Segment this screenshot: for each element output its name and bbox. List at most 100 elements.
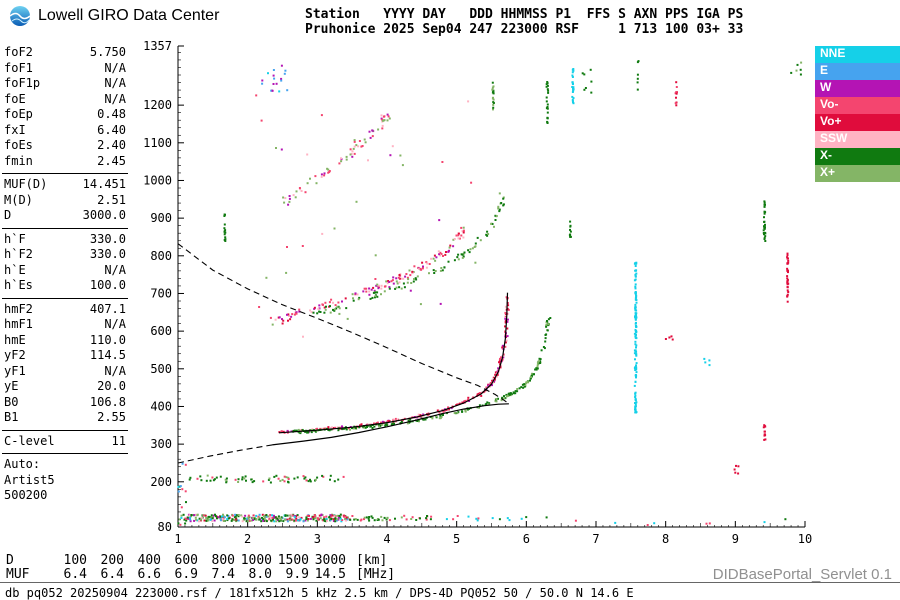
echo-dot [545,321,548,324]
muf-muf-row: MUF 6.4 6.4 6.6 6.9 7.4 8.0 9.9 14.5 [MHz] [6,568,395,582]
echo-dot [288,314,290,317]
echo-dot [381,420,384,423]
echo-dot [286,246,288,248]
echo-dot [284,514,287,517]
echo-dot [312,518,315,521]
param-label: MUF(D) [4,177,48,191]
echo-dot [350,152,353,155]
echo-dot [275,147,277,149]
echo-dot [337,518,340,521]
echo-dot [292,194,295,197]
echo-dot [286,429,289,432]
echo-dot [323,518,326,521]
echo-dot [184,522,187,525]
echo-dot [329,305,331,308]
param-label: B0 [4,394,19,409]
echo-dot [529,379,531,382]
echo-dot [492,85,495,88]
echo-dot [321,519,324,522]
echo-dot [380,117,383,120]
echo-dot [211,476,214,479]
echo-dot [196,519,199,522]
echo-dot [267,72,269,75]
echo-dot [251,517,254,520]
echo-dot [653,522,656,525]
muf-unit: [MHz] [356,567,396,582]
echo-dot [327,426,330,429]
echo-dot [375,284,378,287]
muf-cell: 800 [211,553,235,568]
echo-dot [235,514,238,517]
echo-dot [365,516,368,519]
echo-dot [572,88,575,91]
echo-dot [409,289,412,292]
y-tick-label: 1357 [143,39,172,53]
echo-dot [435,256,438,259]
param-label: hmF2 [4,301,33,316]
echo-dot [287,478,290,480]
echo-dot [634,318,637,321]
echo-dot [516,390,519,393]
echo-dot [546,320,548,322]
echo-dot [385,280,388,283]
echo-dot [737,465,740,468]
echo-dot [307,514,310,517]
echo-dot [545,324,548,327]
echo-dot [547,89,550,92]
auto-line: Artist5 [4,472,55,487]
echo-dot [368,130,371,133]
echo-dot [634,396,637,398]
echo-dot [413,278,415,280]
echo-dot [281,478,284,481]
param-fmin: fmin 2.45 [2,154,128,170]
echo-dot [398,281,401,284]
param-value: 106.8 [89,394,126,409]
echo-dot [351,427,353,430]
echo-dot [634,328,637,331]
echo-dot [708,364,711,367]
echo-dot [330,515,333,518]
x-tick-label: 3 [314,532,321,546]
echo-dot [275,82,278,85]
echo-dot [269,514,272,516]
echo-dot [634,334,637,337]
echo-dot [458,237,461,240]
echo-dot [287,476,290,479]
param-label: B1 [4,410,19,424]
echo-dot [286,313,288,316]
echo-dot [323,519,326,522]
echo-dot [531,372,533,375]
echo-dot [453,412,456,414]
echo-dot [419,267,422,270]
echo-dot [391,279,394,282]
echo-dot [306,182,309,185]
echo-dot [590,91,593,94]
echo-dot [411,270,414,273]
echo-dot [341,300,343,303]
echo-dot [708,522,711,525]
echo-dot [786,256,789,259]
param-value: 5.750 [89,45,126,59]
echo-dot [491,86,494,89]
echo-dot [237,481,240,483]
muf-cell: 8.0 [248,567,272,582]
echo-dot [186,516,189,519]
echo-dot [490,382,492,384]
echo-dot [351,515,354,517]
echo-dot [352,299,355,302]
echo-dot [737,472,740,475]
echo-dot [394,517,396,520]
echo-dot [280,148,283,151]
echo-dot [399,154,402,157]
echo-dot [634,405,637,408]
echo-dot [349,428,351,431]
legend-item-Vo-: Vo- [815,97,900,114]
legend-item-E: E [815,63,900,80]
echo-dot [337,305,340,308]
echo-dot [177,490,180,493]
echo-dot [363,138,366,141]
echo-dot [209,518,212,521]
echo-dot [340,514,343,517]
echo-dot [456,256,459,259]
echo-dot [763,221,766,223]
